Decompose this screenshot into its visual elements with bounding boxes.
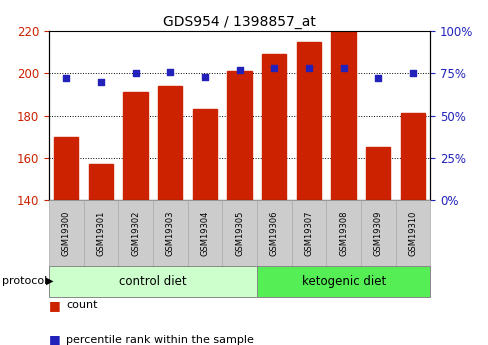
Point [408,71,416,76]
Bar [400,114,424,200]
Text: GSM19300: GSM19300 [61,210,71,256]
FancyBboxPatch shape [83,200,118,266]
FancyBboxPatch shape [49,266,256,297]
FancyBboxPatch shape [187,200,222,266]
Text: GSM19304: GSM19304 [200,210,209,256]
Point [305,66,312,71]
FancyBboxPatch shape [291,200,325,266]
FancyBboxPatch shape [153,200,187,266]
Point [131,71,139,76]
Text: GSM19310: GSM19310 [407,210,417,256]
Bar [192,109,217,200]
Point [339,66,347,71]
Text: ketogenic diet: ketogenic diet [301,275,385,288]
Text: control diet: control diet [119,275,186,288]
Text: ■: ■ [49,299,61,312]
Text: GSM19303: GSM19303 [165,210,174,256]
FancyBboxPatch shape [395,200,429,266]
Text: GSM19302: GSM19302 [131,210,140,256]
Title: GDS954 / 1398857_at: GDS954 / 1398857_at [163,14,315,29]
Point [201,74,208,79]
FancyBboxPatch shape [256,266,429,297]
Bar [262,54,286,200]
Bar [54,137,78,200]
Bar [227,71,251,200]
FancyBboxPatch shape [118,200,153,266]
Text: ■: ■ [49,333,61,345]
Bar [296,42,321,200]
Point [374,76,382,81]
Bar [366,147,389,200]
Text: GSM19306: GSM19306 [269,210,278,256]
Bar [123,92,147,200]
Bar [331,31,355,200]
FancyBboxPatch shape [325,200,360,266]
Text: percentile rank within the sample: percentile rank within the sample [66,335,253,345]
FancyBboxPatch shape [222,200,256,266]
FancyBboxPatch shape [49,200,83,266]
Text: GSM19307: GSM19307 [304,210,313,256]
Bar [158,86,182,200]
Text: GSM19305: GSM19305 [235,210,244,256]
Point [166,69,174,75]
Text: GSM19308: GSM19308 [339,210,347,256]
Bar [89,164,113,200]
FancyBboxPatch shape [256,200,291,266]
Point [235,67,243,73]
FancyBboxPatch shape [360,200,395,266]
Text: ▶: ▶ [46,276,54,286]
Point [270,66,278,71]
Point [97,79,104,85]
Text: GSM19301: GSM19301 [96,210,105,256]
Text: count: count [66,300,97,310]
Text: GSM19309: GSM19309 [373,210,382,256]
Point [62,76,70,81]
Text: protocol: protocol [2,276,48,286]
